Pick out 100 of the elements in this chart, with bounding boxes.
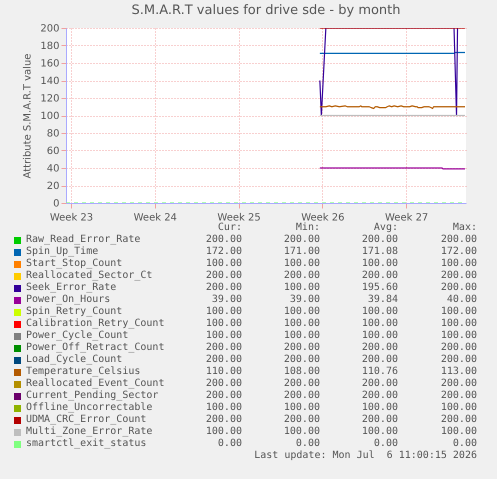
text: 200.00 (440, 342, 477, 354)
legend-label: Temperature_Celsius (26, 366, 140, 378)
text: 200.00 (362, 378, 398, 390)
x-tick-label: Week 23 (50, 212, 94, 224)
y-tick-label: 40 (46, 164, 60, 174)
text: Min: (296, 222, 320, 234)
y-tick-label: 20 (46, 181, 60, 192)
text: 200.00 (284, 354, 320, 366)
text: 200.00 (440, 354, 477, 366)
legend-label: Seek_Error_Rate (26, 282, 116, 294)
text: 100.00 (362, 306, 398, 318)
text: 113.00 (440, 366, 477, 378)
text: 110.00 (206, 366, 242, 378)
y-tick-label: 80 (46, 128, 60, 140)
text: 100.00 (440, 306, 477, 318)
legend-label: Reallocated_Sector_Ct (26, 270, 152, 282)
text: 100.00 (284, 330, 320, 342)
text: 200.00 (362, 354, 398, 366)
legend-label: Reallocated_Event_Count (26, 378, 164, 390)
y-axis-title: Attribute S.M.A.R.T value (22, 54, 34, 178)
text: 100.00 (440, 318, 477, 330)
text: 39.00 (290, 294, 320, 306)
text: 0.00 (296, 438, 320, 450)
x-tick-label: Week 24 (134, 212, 177, 224)
text: 100.00 (362, 330, 398, 342)
text: 100.00 (206, 258, 242, 270)
text: 200.00 (206, 354, 242, 366)
y-tick-label: 180 (40, 41, 60, 52)
text: 200.00 (362, 414, 398, 426)
text: Avg: (374, 222, 398, 234)
text: 171.08 (362, 246, 398, 258)
text: 200.00 (440, 390, 477, 402)
text: Cur: (218, 222, 242, 234)
text: 200.00 (206, 282, 242, 294)
text: 200.00 (284, 378, 320, 390)
text: 100.00 (284, 318, 320, 330)
legend-label: Load_Cycle_Count (26, 354, 122, 366)
legend-label: Multi_Zone_Error_Rate (26, 426, 152, 438)
text: 200.00 (362, 390, 398, 402)
legend-label: Raw_Read_Error_Rate (26, 234, 140, 246)
x-tick-label: Week 26 (301, 212, 345, 224)
legend-label: Start_Stop_Count (26, 258, 122, 270)
text: 200.00 (206, 270, 242, 282)
x-tick-label: Week 25 (217, 212, 261, 224)
legend-label: Power_Off_Retract_Count (26, 342, 164, 354)
legend-label: Current_Pending_Sector (26, 390, 158, 402)
text: 100.00 (440, 402, 477, 414)
text: 110.76 (362, 366, 398, 378)
text: 108.00 (284, 366, 320, 378)
text: 200.00 (284, 342, 320, 354)
text: 100.00 (206, 330, 242, 342)
text: 200.00 (284, 270, 320, 282)
legend-label: smartctl_exit_status (26, 438, 146, 450)
legend-label: Calibration_Retry_Count (26, 318, 164, 330)
text: 39.00 (212, 294, 242, 306)
text: 100.00 (362, 258, 398, 270)
text: 200.00 (206, 342, 242, 354)
text: 200.00 (440, 414, 477, 426)
legend-label: Power_Cycle_Count (26, 330, 128, 342)
text: 200.00 (284, 414, 320, 426)
text: 100.00 (284, 402, 320, 414)
text: 172.00 (440, 246, 477, 258)
text: 200.00 (362, 234, 398, 246)
legend-label: Spin_Up_Time (26, 246, 98, 258)
y-tick-label: 100 (40, 111, 60, 122)
text: 100.00 (440, 330, 477, 342)
text: 200.00 (440, 234, 477, 246)
text: 200.00 (440, 282, 477, 294)
text: 0.00 (218, 438, 242, 450)
text: 100.00 (284, 426, 320, 438)
text: 200.00 (206, 234, 242, 246)
text: 100.00 (206, 318, 242, 330)
text: 40.00 (446, 294, 477, 306)
text: 171.00 (284, 246, 320, 258)
x-tick-label: Week 27 (384, 212, 428, 224)
text: 200.00 (284, 234, 320, 246)
text: 39.84 (368, 294, 398, 306)
text: 200.00 (440, 270, 477, 282)
legend-label: Power_On_Hours (26, 294, 110, 306)
text: 200.00 (440, 378, 477, 390)
text: 100.00 (362, 402, 398, 414)
text: 100.00 (284, 258, 320, 270)
text: 0.00 (452, 438, 477, 450)
chart-title: S.M.A.R.T values for drive sde - by month (131, 3, 401, 18)
text: Last update: Mon Jul 6 11:00:15 2026 (254, 450, 477, 462)
text: 200.00 (206, 414, 242, 426)
text: 200.00 (284, 390, 320, 402)
text: 100.00 (206, 306, 242, 318)
text: Max: (452, 222, 477, 234)
text: 200.00 (362, 270, 398, 282)
text: 100.00 (206, 402, 242, 414)
text: 100.00 (440, 426, 477, 438)
y-tick-label: 120 (40, 94, 60, 104)
y-tick-label: 160 (40, 58, 60, 70)
text: 100.00 (362, 426, 398, 438)
text: 200.00 (206, 390, 242, 402)
text: 100.00 (206, 426, 242, 438)
text: 200.00 (206, 378, 242, 390)
text: 172.00 (206, 246, 242, 258)
text: 100.00 (284, 306, 320, 318)
